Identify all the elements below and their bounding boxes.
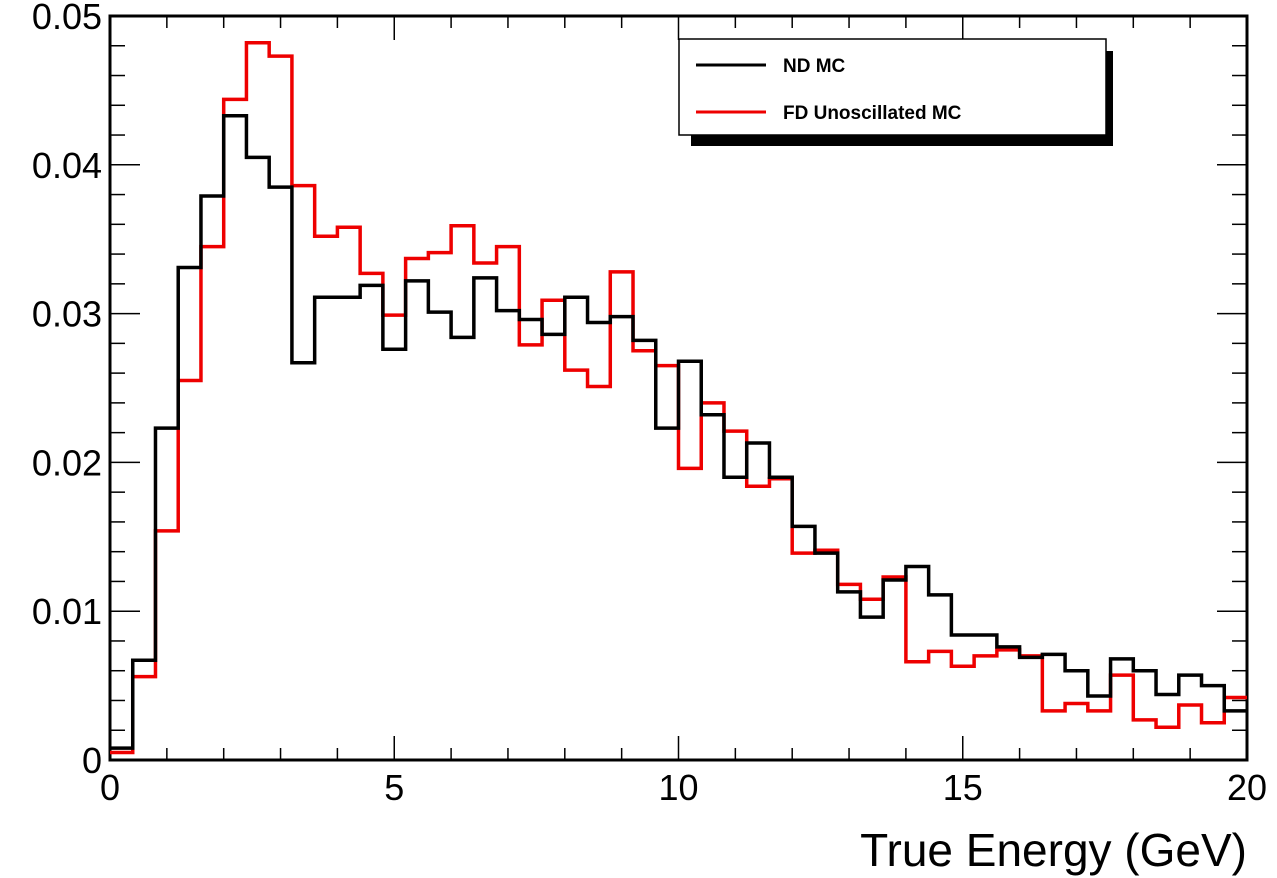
legend: ND MC FD Unoscillated MC xyxy=(678,38,1113,146)
x-axis-title: True Energy (GeV) xyxy=(860,824,1247,876)
legend-label-nd-mc: ND MC xyxy=(783,56,846,77)
y-tick-label: 0.02 xyxy=(32,442,102,483)
axis-ticks xyxy=(109,15,1248,761)
x-tick-label: 0 xyxy=(100,767,120,808)
legend-label-fd-unoscillated-mc: FD Unoscillated MC xyxy=(783,103,962,124)
y-tick-label: 0.05 xyxy=(32,0,102,37)
series-nd-mc xyxy=(110,113,1247,750)
x-tick-label: 15 xyxy=(943,767,983,808)
y-tick-label: 0.04 xyxy=(32,145,102,186)
x-tick-label: 5 xyxy=(384,767,404,808)
y-tick-label: 0 xyxy=(82,740,102,781)
y-tick-label: 0.03 xyxy=(32,294,102,335)
axis-tick-labels: 0 5 10 15 20 0 0.01 0.02 0.03 0.04 0.05 xyxy=(32,0,1267,808)
x-tick-label: 10 xyxy=(658,767,698,808)
y-tick-label: 0.01 xyxy=(32,591,102,632)
series-layer xyxy=(110,41,1247,755)
x-tick-label: 20 xyxy=(1227,767,1267,808)
legend-box xyxy=(678,38,1107,136)
